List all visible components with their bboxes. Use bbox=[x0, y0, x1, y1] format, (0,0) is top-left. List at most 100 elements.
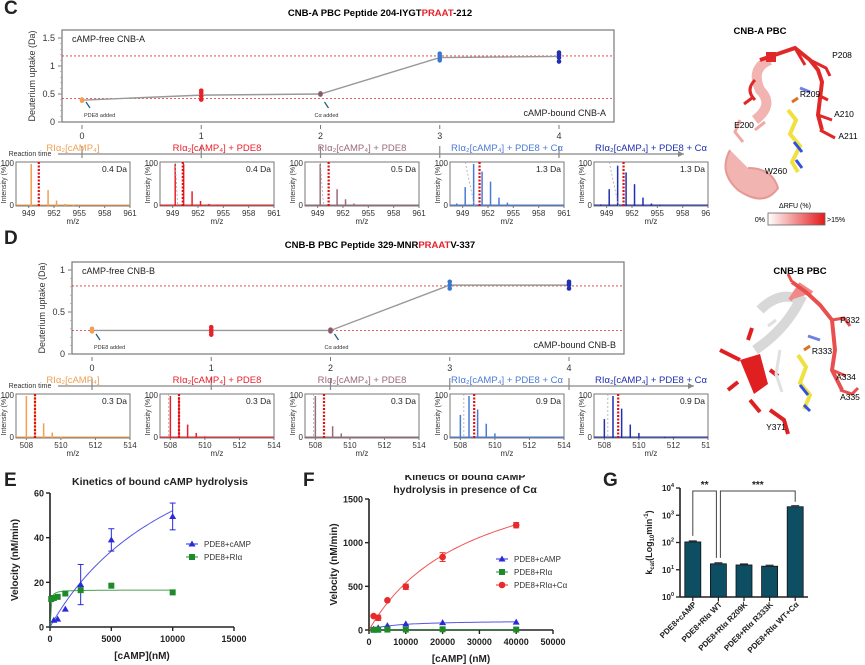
x-axis-label: m/z bbox=[211, 217, 224, 226]
title-suffix: -212 bbox=[453, 8, 472, 19]
y-axis-label: Velocity (nM/min) bbox=[329, 523, 340, 605]
y-tick-label: 100 bbox=[435, 159, 449, 168]
condition-label: RIα₂[cAMP₄] + PDE8 + Cα bbox=[595, 143, 708, 154]
uptake-point bbox=[208, 324, 214, 330]
x-tick-label: 958 bbox=[242, 209, 256, 218]
condition-label: RIα₂[cAMP₄] + PDE8 bbox=[318, 375, 407, 386]
bar bbox=[684, 541, 702, 598]
chart-title: hydrolysis in presence of Cα bbox=[393, 484, 537, 496]
x-tick-label: 0 bbox=[366, 637, 371, 647]
x-tick-label: 955 bbox=[217, 209, 231, 218]
y-tick-label: 100 bbox=[579, 391, 593, 400]
data-point-square bbox=[189, 554, 195, 560]
y-tick-label: 1000 bbox=[343, 538, 363, 548]
y-tick-label: 100 bbox=[290, 391, 304, 400]
x-tick-label: 50000 bbox=[540, 637, 565, 647]
reference-centroid-line bbox=[174, 161, 179, 207]
x-tick-label: 508 bbox=[20, 441, 34, 450]
data-point-square bbox=[375, 626, 382, 633]
legend-label: PDE8+RIα+Cα bbox=[514, 581, 568, 590]
mass-shift-label: 0.4 Da bbox=[102, 164, 127, 174]
kinetics-chart-e: Kinetics of bound cAMP hydrolysis 0 20 40 60… bbox=[10, 476, 251, 662]
spectrum-frame bbox=[449, 393, 565, 439]
panel-letter-f: F bbox=[303, 470, 315, 491]
y-tick-label: 0 bbox=[154, 433, 159, 442]
pde8-added-annotation: PDE8 added bbox=[84, 113, 115, 119]
x-axis-label: [cAMP](nM) bbox=[114, 651, 170, 662]
residue-label-p208: P208 bbox=[832, 50, 852, 60]
y-tick-label: 100 bbox=[145, 159, 159, 168]
uptake-chart-cnb-a: CNB-A PBC Peptide 204-IYGTPRAAT-212 0 0.5… bbox=[9, 8, 684, 158]
fit-curve bbox=[368, 524, 517, 631]
y-tick-label: 1 bbox=[60, 265, 65, 275]
chart-title: CNB-B PBC Peptide 329-MNRPRAATV-337 bbox=[285, 240, 475, 251]
x-tick-label: 508 bbox=[598, 441, 612, 450]
x-axis-label: m/z bbox=[501, 449, 514, 458]
y-axis-label: Intensity (%) bbox=[1, 397, 8, 436]
cnbb-title: CNB-B PBC bbox=[773, 266, 826, 277]
x-tick-label: 0 bbox=[89, 363, 94, 373]
uptake-point bbox=[566, 279, 572, 285]
data-point-triangle bbox=[107, 536, 115, 543]
colorbar-max: >15% bbox=[827, 217, 845, 224]
reference-centroid-line bbox=[319, 161, 324, 207]
x-tick-label: 40000 bbox=[504, 637, 529, 647]
residue-label-y371: Y371 bbox=[766, 422, 786, 432]
x-tick-label: 508 bbox=[454, 441, 468, 450]
y-tick-label: 0 bbox=[39, 623, 44, 633]
panel-letter-c: C bbox=[4, 0, 18, 19]
title-prefix: CNB-A PBC Peptide 204-IYGT bbox=[288, 8, 422, 19]
chart-title: Kinetics of bound cAMP bbox=[405, 475, 526, 483]
x-tick-label: 514 bbox=[267, 441, 281, 450]
x-tick-label: 1 bbox=[209, 363, 214, 373]
y-tick-label: 102 bbox=[662, 538, 674, 548]
y-tick-label: 100 bbox=[1, 391, 15, 400]
y-axis-label: Intensity (%) bbox=[579, 397, 586, 436]
uptake-point bbox=[198, 97, 204, 102]
uptake-point bbox=[198, 88, 204, 93]
pde8-added-annotation: PDE8 added bbox=[94, 345, 125, 351]
legend-label: PDE8+RIα bbox=[204, 553, 243, 562]
title-suffix: V-337 bbox=[450, 240, 475, 251]
title-highlight: PRAAT bbox=[422, 8, 454, 19]
panel-letter-g: G bbox=[603, 470, 618, 491]
free-state-label: cAMP-free CNB-A bbox=[72, 34, 145, 44]
chart-title: CNB-A PBC Peptide 204-IYGTPRAAT-212 bbox=[288, 8, 472, 19]
y-tick-label: 0 bbox=[10, 201, 15, 210]
y-axis-label: Intensity (%) bbox=[1, 165, 8, 204]
data-point-square bbox=[54, 593, 61, 600]
arrow-icon bbox=[334, 333, 339, 341]
x-tick-label: 514 bbox=[123, 441, 137, 450]
arrow-icon bbox=[85, 101, 91, 109]
residue-label-w260: W260 bbox=[765, 166, 787, 176]
y-tick-label: 1500 bbox=[343, 495, 363, 505]
plot-frame bbox=[71, 261, 625, 355]
spectrum-5: RIα₂[cAMP₄] + PDE8 + Cα 1.3 Da 100 0Intensi… bbox=[579, 143, 710, 226]
colorbar-min: 0% bbox=[755, 217, 765, 224]
mass-shift-label: 0.3 Da bbox=[391, 396, 416, 406]
residue-label-e200: E200 bbox=[734, 120, 754, 130]
x-tick-label: 961 bbox=[267, 209, 281, 218]
x-tick-label: 949 bbox=[166, 209, 180, 218]
y-axis-label: Deuterium uptake (Da) bbox=[27, 30, 37, 121]
panel-letter-e: E bbox=[4, 470, 17, 491]
data-point-triangle bbox=[188, 540, 196, 547]
x-tick-label: 15000 bbox=[221, 634, 246, 644]
uptake-point bbox=[566, 286, 572, 291]
data-point-square bbox=[169, 589, 176, 596]
uptake-point bbox=[447, 286, 453, 291]
x-tick-label: 4 bbox=[566, 363, 571, 373]
uptake-point bbox=[447, 279, 453, 285]
data-point-triangle bbox=[54, 615, 62, 622]
y-tick-label: 0 bbox=[444, 201, 449, 210]
x-tick-label: 0 bbox=[79, 131, 84, 141]
x-tick-label: 2 bbox=[328, 363, 333, 373]
data-point-circle bbox=[512, 521, 520, 529]
arrow-icon bbox=[324, 101, 329, 109]
x-tick-label: 955 bbox=[362, 209, 376, 218]
x-tick-label: 510 bbox=[54, 441, 68, 450]
